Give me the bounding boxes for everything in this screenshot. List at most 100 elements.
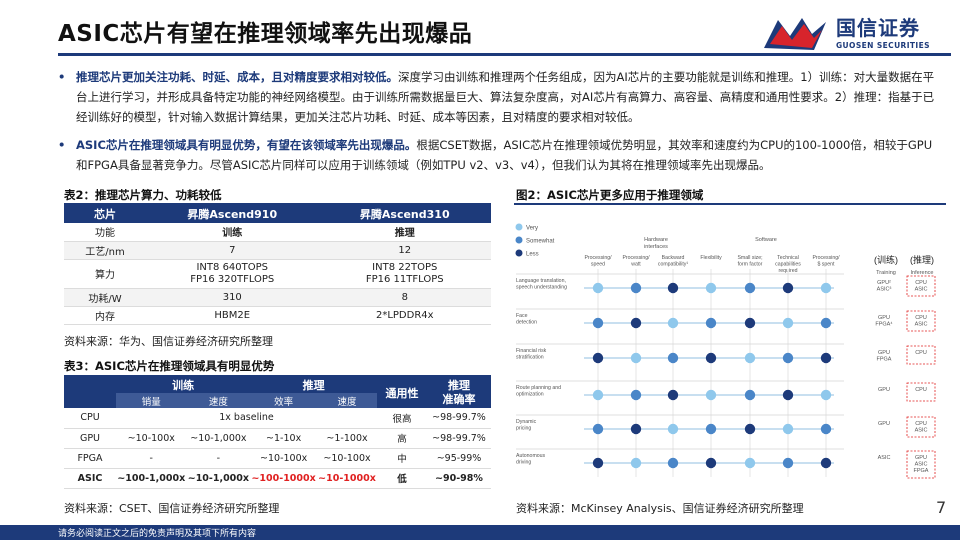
paragraph-1-body: 深度学习由训练和推理两个任务组成，因为AI芯片的主要功能就是训练和推理。1）训练…: [76, 70, 935, 124]
table3-chip: CPU: [64, 408, 116, 429]
footer-bar: 请务必阅读正文之后的免责声明及其项下所有内容: [0, 525, 960, 540]
figure2-dot: [630, 389, 642, 401]
figure2-dot: [705, 282, 717, 294]
figure2-dot: [820, 457, 832, 469]
figure2-dot: [592, 423, 604, 435]
figure2-infer-cell: CPU: [915, 350, 927, 356]
table3-cell: ~100-1,000x: [116, 468, 187, 489]
table3-header-accuracy: 推理 准确率: [427, 377, 491, 408]
table2-cell: INT8 22TOPS FP16 11TFLOPS: [318, 259, 491, 289]
title-underline: [58, 53, 951, 56]
figure2-dot: [744, 352, 756, 364]
table3-cell: ~10-1,000x: [186, 428, 251, 449]
figure2-train-cell: GPU: [878, 387, 890, 393]
table2-header: 芯片: [64, 205, 146, 223]
figure2-train-cell: GPU FPGA⁴: [875, 315, 893, 328]
table3-subheader: 效率: [250, 393, 318, 408]
figure2-dot: [782, 352, 794, 364]
figure2-dot: [744, 423, 756, 435]
figure2-dot: [667, 317, 679, 329]
table3-cell: ~10-1,000x: [186, 468, 251, 489]
figure2-infer-cell: GPU ASIC FPGA: [914, 455, 929, 474]
table3-caption: 表3：ASIC芯片在推理领域具有明显优势: [64, 359, 275, 373]
figure2-dot: [630, 457, 642, 469]
legend-label: Very: [526, 226, 538, 232]
table3-chip: FPGA: [64, 448, 116, 469]
table3-source: 资料来源：CSET、国信证券经济研究所整理: [64, 502, 280, 515]
figure2-source: 资料来源：McKinsey Analysis、国信证券经济研究所整理: [516, 502, 804, 515]
table3-chip: GPU: [64, 428, 116, 449]
paragraph-1: • 推理芯片更加关注功耗、时延、成本，且对精度要求相对较低。深度学习由训练和推理…: [58, 67, 942, 127]
paragraph-2-body: 根据CSET数据，ASIC芯片在推理领域优势明显，其效率和速度约为CPU的100…: [76, 138, 933, 172]
figure2-dot: [592, 282, 604, 294]
figure2: Very Somewhat Less Hardware interfaces Softwa…: [514, 215, 946, 491]
legend-dot-icon: [515, 223, 523, 231]
figure2-train-cn: (训练): [874, 254, 898, 265]
table3-cell: ~90-98%: [427, 468, 491, 489]
table2-cell: 推理: [318, 223, 491, 242]
figure2-infer-cell: CPU ASIC: [915, 280, 928, 293]
figure2-row-label: Dynamic pricing: [516, 419, 537, 432]
table3-cell: ~95-99%: [427, 448, 491, 469]
table3-header-train: 训练: [116, 377, 251, 393]
table2-cell: 功耗/W: [64, 288, 146, 307]
table3-cell: ~10-100x: [317, 448, 377, 469]
footer-disclaimer: 请务必阅读正文之后的免责声明及其项下所有内容: [58, 529, 257, 539]
page-title: ASIC芯片有望在推理领域率先出现爆品: [58, 21, 473, 47]
figure2-dot: [782, 423, 794, 435]
table3-cell: ~10-100x: [116, 428, 187, 449]
figure2-dot: [744, 457, 756, 469]
table2-cell: 功能: [64, 223, 146, 242]
table3-caption-line: [64, 375, 491, 377]
table3-cell: ~10-100x: [250, 448, 318, 469]
table2-cell: 工艺/nm: [64, 241, 146, 260]
figure2-infer-cell: CPU ASIC: [915, 315, 928, 328]
figure2-dot: [705, 389, 717, 401]
table3-subheader: 速度: [186, 393, 251, 408]
figure2-infer-highlight-box: [906, 345, 936, 365]
table2-caption-line: [64, 203, 491, 205]
legend-dot-icon: [515, 236, 523, 244]
figure2-dot: [705, 352, 717, 364]
figure2-col-header: Processing/watt: [622, 255, 650, 268]
figure2-dot: [820, 389, 832, 401]
figure2-dot: [820, 423, 832, 435]
figure2-col-header: Small size; form factor: [737, 255, 762, 268]
figure2-row-label: Language translation, speech understandin…: [516, 278, 567, 291]
figure2-matrix: Very Somewhat Less Hardware interfaces Softwa…: [515, 223, 936, 479]
table3-header-infer: 推理: [250, 377, 377, 393]
figure2-dot: [744, 317, 756, 329]
table2-cell: INT8 640TOPS FP16 320TFLOPS: [146, 259, 319, 289]
figure2-train-cell: GPU FPGA: [877, 350, 892, 363]
paragraph-1-lead: 推理芯片更加关注功耗、时延、成本，且对精度要求相对较低。: [76, 70, 398, 84]
figure2-dot: [630, 317, 642, 329]
table3-subheader: 销量: [116, 393, 187, 408]
figure2-infer-highlight-box: [906, 416, 936, 438]
figure2-row-label: Autonomous driving: [516, 453, 546, 466]
table2-cell: 内存: [64, 306, 146, 325]
table2-cell: 310: [146, 288, 319, 307]
figure2-infer-highlight-box: [906, 310, 936, 332]
figure2-dot: [820, 282, 832, 294]
legend-label: Somewhat: [526, 239, 555, 245]
figure2-dot: [592, 389, 604, 401]
bullet-icon: •: [58, 70, 66, 84]
figure2-dot: [820, 352, 832, 364]
page-number: 7: [936, 498, 947, 517]
table2-cell: HBM2E: [146, 306, 319, 325]
table3-header-general: 通用性: [377, 377, 427, 408]
figure2-dot: [667, 423, 679, 435]
paragraph-2: • ASIC芯片在推理领域具有明显优势，有望在该领域率先出现爆品。根据CSET数…: [58, 135, 942, 175]
figure2-dot: [667, 457, 679, 469]
table3-cell: ~98-99.7%: [427, 408, 491, 429]
figure2-col-group: Hardware interfaces: [644, 237, 668, 250]
figure2-col-header: Processing/$ spent: [812, 255, 840, 268]
figure2-dot: [705, 317, 717, 329]
table3-cell: -: [186, 448, 251, 469]
logo-text-en: GUOSEN SECURITIES: [836, 41, 930, 50]
figure2-infer-cn: (推理): [910, 254, 934, 265]
table3-cell-highlight: ~100-1000x: [250, 468, 318, 489]
figure2-dot: [592, 352, 604, 364]
logo-mark-icon: [764, 18, 826, 50]
table3-cell: 1x baseline: [116, 408, 377, 429]
